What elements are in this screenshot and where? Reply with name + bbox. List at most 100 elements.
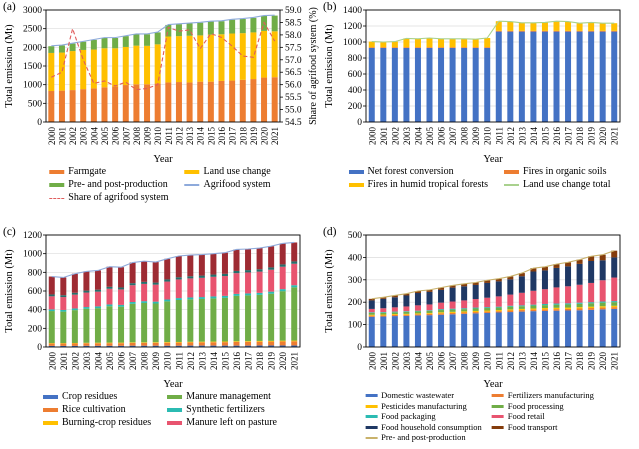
bar-segment bbox=[229, 33, 236, 81]
year-tick-label: 2018 bbox=[238, 126, 248, 145]
y-tick-label: 1200 bbox=[343, 22, 362, 32]
bar-segment bbox=[94, 345, 101, 347]
bar-segment bbox=[576, 31, 583, 123]
bar-segment bbox=[438, 287, 445, 290]
bar-segment bbox=[553, 30, 560, 32]
bar-segment bbox=[380, 298, 387, 309]
legend-item: Synthetic fertilizers bbox=[167, 404, 277, 416]
bar-segment bbox=[518, 31, 525, 123]
bar-segment bbox=[279, 340, 286, 342]
bar-segment bbox=[403, 315, 410, 347]
y-tick-label: 400 bbox=[348, 253, 363, 263]
total-line bbox=[51, 241, 295, 279]
bar-segment bbox=[239, 33, 246, 80]
y-tick-label: 1200 bbox=[23, 231, 42, 241]
year-tick-label: 2008 bbox=[140, 352, 150, 371]
legend-label: Pre- and post-production bbox=[381, 432, 466, 442]
bar-segment bbox=[495, 21, 502, 31]
bar-segment bbox=[71, 310, 78, 343]
plot-border bbox=[45, 9, 281, 123]
bar-segment bbox=[129, 345, 136, 347]
legend-label: Food transport bbox=[507, 421, 558, 432]
bar-segment bbox=[210, 253, 217, 275]
y-tick-label: 3000 bbox=[23, 6, 42, 16]
y-tick-label: 600 bbox=[348, 70, 363, 80]
bar-segment bbox=[380, 297, 387, 299]
legend-swatch-icon bbox=[365, 425, 378, 429]
bar-segment bbox=[164, 342, 171, 346]
year-tick-label: 2004 bbox=[413, 352, 423, 371]
bar-segment bbox=[218, 80, 225, 122]
bar-segment bbox=[576, 23, 583, 31]
bar-segment bbox=[291, 345, 298, 347]
bar-segment bbox=[141, 342, 148, 343]
bar-segment bbox=[484, 47, 491, 48]
bar-segment bbox=[187, 342, 194, 346]
legend-swatch-icon bbox=[491, 394, 504, 398]
year-tick-label: 2019 bbox=[587, 352, 597, 371]
legend-swatch-icon bbox=[43, 421, 59, 425]
bar-segment bbox=[611, 277, 618, 302]
bar-segment bbox=[221, 273, 228, 277]
panel-c: (c) 0 200 400 600 800 1000 1200 2000 2001 2002 2003… bbox=[0, 225, 320, 449]
bar-segment bbox=[588, 256, 595, 261]
year-tick-label: 2015 bbox=[540, 127, 550, 146]
right-tick-label: 56.0 bbox=[285, 81, 302, 91]
bar-segment bbox=[495, 306, 502, 308]
bar-segment bbox=[391, 48, 398, 122]
bar-segment bbox=[291, 263, 298, 286]
bar-segment bbox=[141, 283, 148, 302]
year-tick-label: 2006 bbox=[437, 352, 447, 371]
y-tick-label: 1000 bbox=[23, 81, 42, 91]
right-tick-label: 59.0 bbox=[285, 6, 302, 16]
bar-segment bbox=[94, 289, 101, 292]
year-tick-label: 2012 bbox=[506, 127, 516, 145]
bar-segment bbox=[261, 77, 268, 122]
panel-a: (a) 0 500 1000 1500 2000 2500 3000 54.5 55.0 55.5 5… bbox=[0, 0, 320, 225]
bar-segment bbox=[391, 314, 398, 315]
legend-item: Crop residues bbox=[43, 391, 151, 403]
y-tick-label: 300 bbox=[348, 276, 363, 286]
bar-segment bbox=[80, 49, 87, 90]
bar-segment bbox=[426, 312, 433, 314]
plot-border bbox=[45, 234, 301, 348]
y-axis-label: Total emission (Mt) bbox=[324, 249, 335, 333]
bar-segment bbox=[507, 305, 514, 307]
bar-segment bbox=[438, 309, 445, 311]
bar-segment bbox=[611, 31, 618, 123]
bar-segment bbox=[461, 300, 468, 309]
year-tick-label: 2002 bbox=[390, 352, 400, 370]
bar-segment bbox=[187, 276, 194, 279]
year-tick-label: 2006 bbox=[111, 126, 121, 145]
bar-segment bbox=[449, 301, 456, 309]
bar-segment bbox=[256, 340, 263, 342]
bar-segment bbox=[210, 298, 217, 342]
bar-segment bbox=[141, 302, 148, 343]
bar-segment bbox=[175, 298, 182, 300]
year-tick-label: 2017 bbox=[564, 352, 574, 371]
year-tick-label: 2010 bbox=[483, 352, 493, 371]
bar-segment bbox=[588, 31, 595, 123]
bar-segment bbox=[60, 309, 67, 312]
bar-segment bbox=[414, 48, 421, 122]
bar-segment bbox=[48, 345, 55, 347]
legend-label: Fertilizers manufacturing bbox=[507, 390, 594, 400]
bar-segment bbox=[414, 315, 421, 347]
bar-segment bbox=[80, 89, 87, 122]
bar-segment bbox=[60, 277, 67, 296]
bar-segment bbox=[101, 87, 108, 122]
bar-segment bbox=[112, 48, 119, 87]
bar-segment bbox=[221, 252, 228, 274]
legend-swatch-icon bbox=[365, 437, 378, 439]
bar-segment bbox=[60, 343, 67, 346]
bar-segment bbox=[403, 38, 410, 48]
bar-segment bbox=[71, 345, 78, 347]
bar-segment bbox=[271, 15, 278, 32]
bar-segment bbox=[380, 42, 387, 48]
bar-segment bbox=[484, 38, 491, 48]
bar-segment bbox=[426, 313, 433, 316]
bar-segment bbox=[152, 342, 159, 346]
bar-segment bbox=[71, 308, 78, 311]
year-tick-label: 2018 bbox=[255, 352, 265, 371]
legend-swatch-icon bbox=[167, 395, 183, 399]
